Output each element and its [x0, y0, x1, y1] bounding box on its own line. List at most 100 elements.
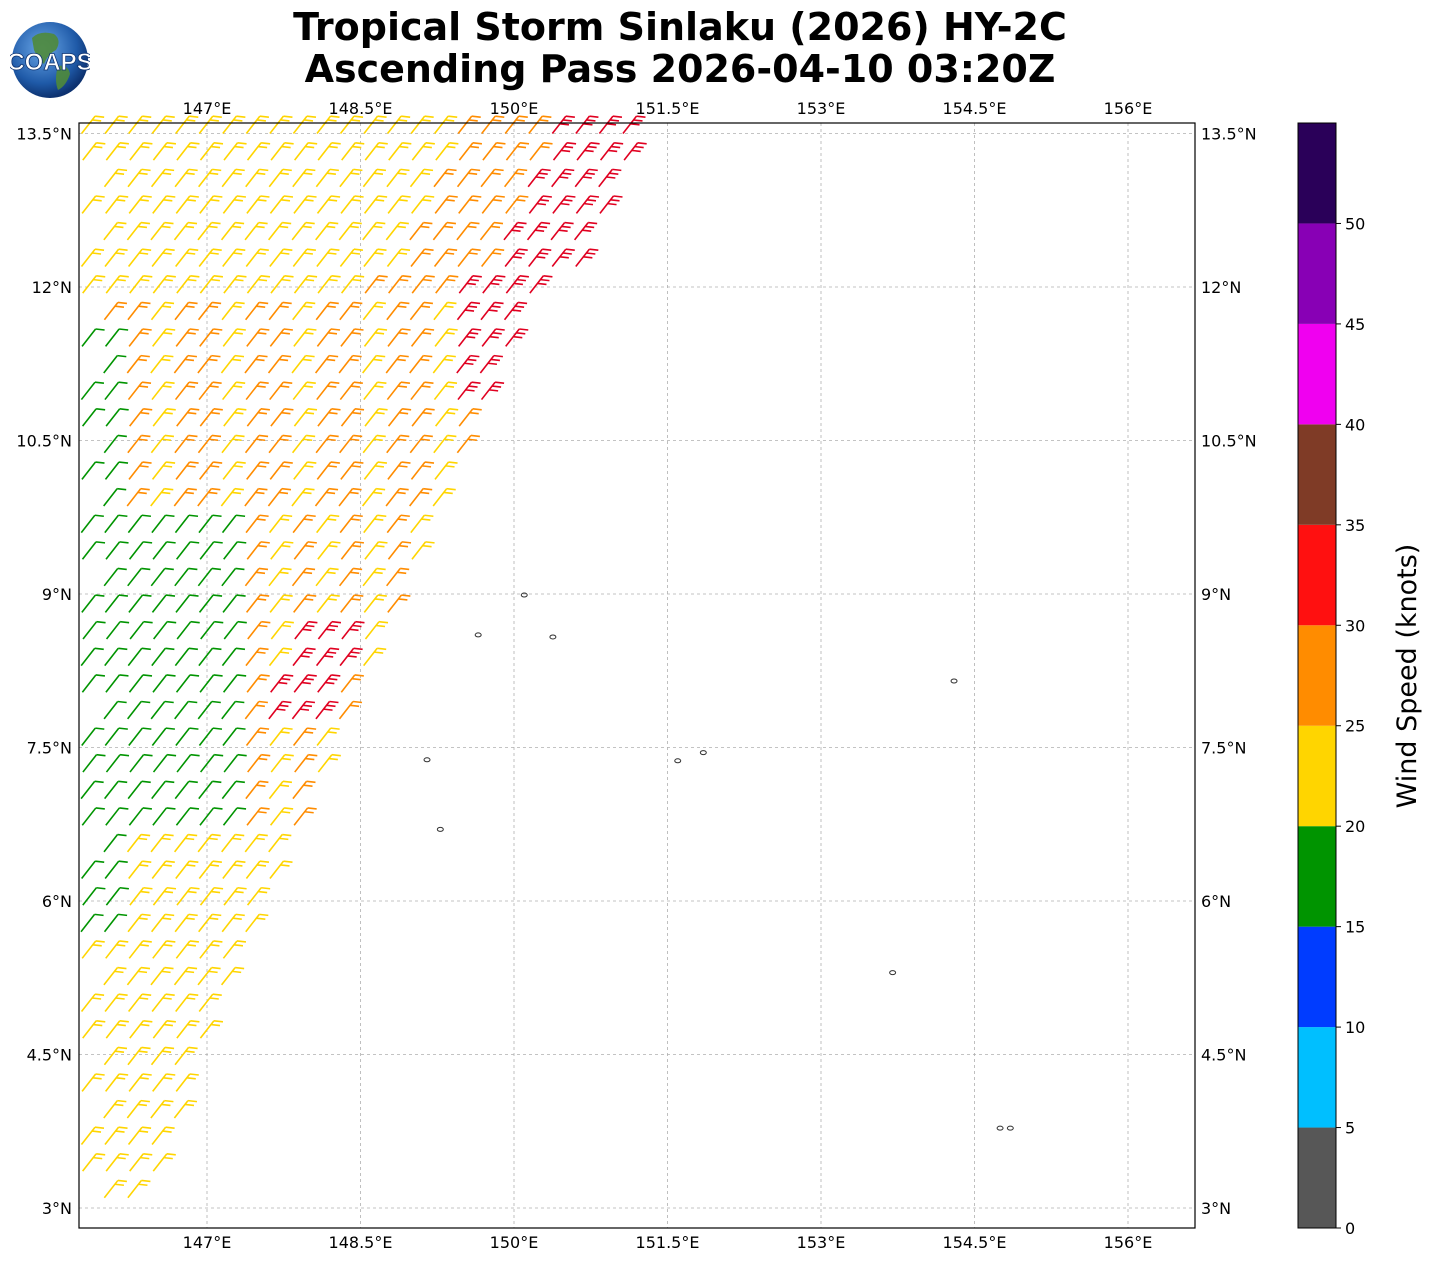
wind-barb [127, 301, 151, 321]
wind-barb [220, 487, 244, 507]
wind-barb [223, 620, 247, 640]
wind-barb [573, 221, 598, 241]
wind-barb [175, 860, 199, 879]
wind-barb [363, 647, 387, 667]
wind-barb [504, 248, 528, 268]
wind-barb [316, 381, 340, 401]
wind-barb [410, 514, 434, 534]
wind-barb [293, 141, 318, 161]
wind-barb [174, 567, 198, 587]
wind-barb [388, 141, 412, 161]
lon-tick-label-top: 150°E [490, 99, 539, 118]
colorbar-bin [1298, 323, 1336, 425]
wind-barb [104, 248, 128, 268]
wind-barb [198, 514, 222, 534]
wind-barb [127, 381, 152, 401]
colorbar-tick-label: 45 [1345, 315, 1365, 334]
wind-barb [176, 1019, 200, 1039]
lon-tick-label-top: 153°E [797, 99, 846, 118]
wind-barb [316, 461, 340, 480]
wind-barb [246, 461, 270, 480]
lat-tick-label-right: 12°N [1201, 278, 1241, 297]
wind-barb [386, 514, 410, 534]
wind-barb [458, 328, 482, 347]
wind-barb [270, 408, 294, 427]
wind-barb [151, 647, 175, 667]
wind-barb [362, 168, 387, 188]
wind-barb [622, 115, 646, 134]
wind-barb [575, 115, 599, 134]
colorbar-bin [1298, 524, 1336, 626]
wind-barb [103, 354, 127, 374]
lat-tick-label-left: 6°N [42, 892, 72, 911]
wind-barb [291, 567, 316, 587]
wind-barb [291, 221, 315, 241]
wind-barb [387, 408, 412, 427]
wind-barb [386, 301, 410, 321]
wind-barb [409, 221, 433, 241]
wind-barb [434, 461, 458, 480]
wind-barb [341, 141, 365, 161]
wind-barb [197, 833, 221, 853]
wind-barb [410, 461, 435, 480]
wind-barb [150, 434, 175, 454]
wind-barb [316, 195, 341, 214]
wind-barb [152, 1153, 176, 1172]
wind-barb [150, 833, 174, 853]
island-outlines [423, 592, 1014, 1131]
lat-tick-label-left: 12°N [32, 278, 72, 297]
wind-barb [104, 727, 128, 746]
wind-barb [222, 328, 246, 347]
wind-barb [82, 141, 106, 161]
gridlines [79, 123, 1195, 1228]
wind-barb [363, 115, 387, 134]
wind-barb [128, 940, 152, 959]
wind-barb [269, 381, 293, 401]
wind-barb [82, 753, 106, 773]
colorbar-label: Wind Speed (knots) [1392, 544, 1423, 809]
wind-barb [387, 594, 411, 613]
wind-barb [174, 381, 199, 401]
wind-barb [294, 620, 318, 640]
wind-barb [244, 221, 268, 241]
wind-barb [432, 487, 456, 507]
wind-barb [456, 434, 480, 454]
island-outline [549, 634, 557, 640]
lat-tick-label-right: 3°N [1201, 1199, 1231, 1218]
wind-barb [105, 275, 129, 294]
wind-barb [175, 195, 199, 214]
wind-barb [175, 328, 199, 347]
wind-barb [363, 248, 387, 268]
wind-barb [152, 328, 176, 347]
wind-barb [268, 833, 292, 853]
wind-barb [503, 301, 528, 321]
wind-barb [387, 195, 411, 214]
wind-barb [126, 221, 151, 241]
wind-barb [480, 248, 505, 268]
colorbar-tick-label: 35 [1345, 516, 1365, 535]
wind-barb [150, 1046, 175, 1066]
wind-barb [221, 301, 245, 321]
wind-barb [315, 301, 339, 321]
wind-barb [176, 141, 200, 161]
wind-barb [80, 647, 104, 667]
wind-barb [362, 301, 386, 321]
wind-barb [105, 1153, 129, 1172]
wind-barb [81, 408, 106, 427]
wind-barb [127, 168, 151, 188]
wind-barb [386, 381, 411, 401]
wind-barb [246, 541, 270, 560]
wind-barb [198, 461, 223, 480]
wind-barb [174, 168, 198, 188]
wind-barb [152, 275, 176, 294]
wind-barb [199, 275, 224, 294]
wind-barb [291, 434, 316, 454]
wind-barb [174, 1046, 198, 1066]
wind-barb [127, 1046, 151, 1066]
wind-barb [270, 753, 294, 773]
wind-barb [221, 700, 245, 720]
wind-barb [105, 408, 129, 427]
wind-barb [386, 567, 410, 587]
wind-barb [364, 620, 389, 640]
